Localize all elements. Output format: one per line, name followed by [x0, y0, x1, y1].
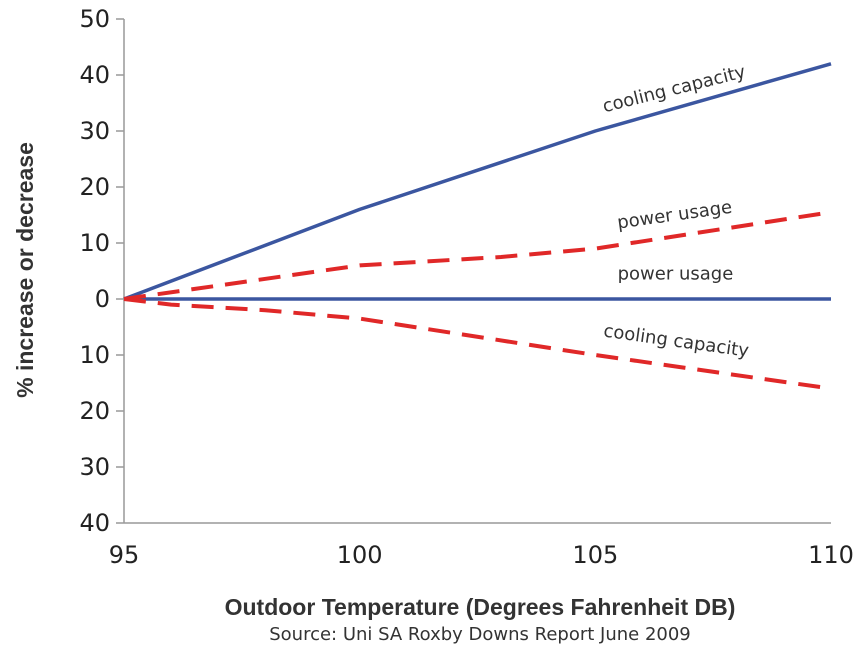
y-tick-label: 40 [79, 61, 110, 89]
series-line [123, 62, 832, 301]
x-tick-labels: 95 100 105 110 [109, 541, 854, 569]
y-tick-label: 30 [79, 117, 110, 145]
x-tick-label: 95 [109, 541, 140, 569]
series-line [123, 297, 832, 391]
y-tick-label: 30 [79, 453, 110, 481]
series-lines [123, 62, 832, 391]
x-tick-label: 100 [337, 541, 383, 569]
x-tick-label: 110 [808, 541, 854, 569]
y-tick-label: 40 [79, 509, 110, 537]
source-note: Source: Uni SA Roxby Downs Report June 2… [269, 624, 691, 645]
y-tick-label: 20 [79, 397, 110, 425]
y-tick-label: 20 [79, 173, 110, 201]
y-tick-label: 0 [95, 285, 110, 313]
x-axis-title: Outdoor Temperature (Degrees Fahrenheit … [225, 594, 736, 620]
series-annotation: cooling capacity [602, 321, 750, 362]
y-tick-label: 50 [79, 5, 110, 33]
y-tick-label: 10 [79, 229, 110, 257]
y-tick-marks [116, 18, 124, 524]
x-tick-label: 105 [572, 541, 618, 569]
y-tick-labels: 50 40 30 20 10 0 10 20 30 40 [79, 5, 110, 537]
y-axis-title: % increase or decrease [12, 142, 38, 398]
y-tick-label: 10 [79, 341, 110, 369]
series-line [123, 210, 832, 301]
series-annotation: power usage [618, 263, 734, 284]
